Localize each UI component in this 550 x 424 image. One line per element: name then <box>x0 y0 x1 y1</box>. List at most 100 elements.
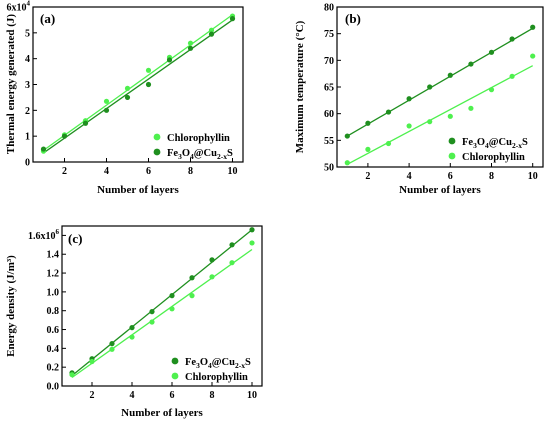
panel-c-legend: Fe3O4@Cu2-xS Chlorophyllin <box>171 357 251 383</box>
panel-a-series-0-point-4 <box>124 85 131 91</box>
panel-b-series-1-point-4 <box>427 119 433 125</box>
panel-c-y-tick-label-3: 0.6 <box>47 325 60 336</box>
panel-c-series-0-point-9 <box>249 227 255 233</box>
panel-b-series-0-point-0 <box>344 133 350 139</box>
panel-b-series-1-point-9 <box>530 53 536 59</box>
panel-c-series-1-point-9 <box>249 240 255 246</box>
panel-c-legend-label-chlorophyllin: Chlorophyllin <box>185 372 248 383</box>
panel-c-series-1-point-7 <box>209 274 215 280</box>
panel-c-series-1-point-1 <box>89 358 95 365</box>
panel-c-x-tick-label-4: 4 <box>130 390 135 401</box>
panel-c-fit-line-1 <box>71 248 253 379</box>
panel-c-series-1-point-6 <box>189 293 195 299</box>
panel-a-series-0-point-8 <box>208 27 215 33</box>
panel-c-series-1-point-2 <box>109 346 115 352</box>
panel-c-series-0-point-8 <box>229 242 235 248</box>
panel-b-series-0-point-2 <box>385 109 392 115</box>
panel-c-y-tick-label-4: 0.8 <box>47 306 60 317</box>
panel-c-series-0-point-2 <box>109 341 115 347</box>
panel-a-series-1-point-6 <box>166 57 173 63</box>
panel-c-y-tick-label-0: 0.0 <box>47 382 60 393</box>
panel-c-series-1-point-5 <box>169 306 175 312</box>
panel-a-legend: Chlorophyllin Fe3O4@Cu2-xS <box>153 133 233 161</box>
panel-c-series-0-point-3 <box>129 325 135 331</box>
panel-a-x-tick-label-10: 10 <box>228 166 238 177</box>
panel-b-series-1-point-2 <box>385 140 392 147</box>
panel-b-series-1-point-1 <box>365 146 371 152</box>
panel-c-y-tick-label-2: 0.4 <box>47 344 60 355</box>
panel-b-legend: Fe3O4@Cu2-xS Chlorophyllin <box>448 137 528 163</box>
panel-a-series-1-point-8 <box>208 31 215 37</box>
panel-c-plot-frame <box>61 225 263 387</box>
panel-a-series-1-point-4 <box>124 94 131 101</box>
panel-a-y-tick-label-0: 0 <box>25 158 30 169</box>
panel-a-y-tick-label-2: 2 <box>25 106 30 117</box>
panel-b-series-1-point-0 <box>344 160 350 166</box>
panel-a-y-tick-label-4: 4 <box>25 54 30 65</box>
panel-a-legend-marker-chlorophyllin <box>153 133 161 141</box>
panel-a-series-0-point-5 <box>145 67 152 73</box>
panel-c-x-tick-label-6: 6 <box>170 390 175 401</box>
panel-b-series-0-point-8 <box>509 36 515 42</box>
panel-c-series-1-point-0 <box>69 372 75 378</box>
panel-a-legend-marker-fe3o4 <box>153 148 161 156</box>
panel-b-x-tick-label-4: 4 <box>407 171 412 182</box>
panel-c-x-axis-title: Number of layers <box>121 407 203 419</box>
panel-c-series-1-point-3 <box>129 334 135 340</box>
panel-a: (a) Number of layers Thermal energy gene… <box>5 0 244 196</box>
panel-b-legend-label-chlorophyllin: Chlorophyllin <box>462 152 525 163</box>
panel-c-legend-label-fe3o4: Fe3O4@Cu2-xS <box>185 357 251 370</box>
panel-a-data-points <box>40 13 236 154</box>
panel-b-label: (b) <box>345 11 361 26</box>
panel-c-series-1-point-4 <box>149 319 155 325</box>
panel-b-y-tick-label-1: 55 <box>324 136 334 147</box>
panel-a-x-tick-label-6: 6 <box>146 166 151 177</box>
panel-c-ticks: 2 4 6 8 10 0.0 0.2 0.4 0.6 0.8 1.0 1.2 1.4 1.6x106 <box>28 228 257 401</box>
panel-b-series-1-point-6 <box>468 105 474 111</box>
panel-b-series-1-point-5 <box>447 113 453 119</box>
panel-b-y-tick-label-2: 60 <box>324 109 334 120</box>
panel-b-series-1-point-3 <box>406 123 412 129</box>
panel-a-fit-line-1 <box>43 19 233 154</box>
panel-c-x-tick-label-2: 2 <box>90 390 95 401</box>
panel-c-series-0-point-7 <box>209 257 215 263</box>
panel-b-fit-lines <box>346 27 534 165</box>
panel-a-x-tick-label-8: 8 <box>188 166 193 177</box>
panel-c: (c) Number of layers Energy density (J/m… <box>5 225 263 419</box>
panel-a-legend-label-chlorophyllin: Chlorophyllin <box>167 133 230 144</box>
panel-c-y-tick-label-8: 1.6x106 <box>28 228 60 242</box>
panel-a-x-axis-title: Number of layers <box>97 184 179 196</box>
panel-b-legend-marker-fe3o4 <box>448 137 456 145</box>
panel-b-y-tick-label-3: 65 <box>324 83 334 94</box>
panel-a-y-axis-title: Thermal energy generated (J) <box>5 14 17 155</box>
panel-b-series-0-point-5 <box>447 72 453 78</box>
panel-b-legend-marker-chlorophyllin <box>448 152 456 160</box>
panel-c-data-points <box>69 227 255 378</box>
panel-b-x-tick-label-10: 10 <box>528 171 538 182</box>
panel-a-y-tick-label-3: 3 <box>25 80 30 91</box>
panel-c-series-0-point-5 <box>169 293 175 299</box>
panel-b-series-0-point-7 <box>488 49 495 55</box>
panel-b-x-tick-label-2: 2 <box>365 171 370 182</box>
panel-c-y-axis-title: Energy density (J/m³) <box>5 255 17 357</box>
panel-c-fit-lines <box>71 229 253 379</box>
panel-b: (b) Number of layers Maximum temperature… <box>294 3 544 196</box>
panel-a-series-1-point-9 <box>229 16 236 22</box>
panel-b-y-tick-label-0: 50 <box>324 163 334 174</box>
panel-c-y-tick-label-6: 1.2 <box>47 269 60 280</box>
panel-a-y-tick-label-6: 6x104 <box>7 0 31 14</box>
panel-b-series-0-point-1 <box>365 120 371 126</box>
panel-b-y-tick-label-5: 75 <box>324 29 334 40</box>
panel-a-x-tick-label-2: 2 <box>62 166 67 177</box>
panel-a-label: (a) <box>40 11 55 26</box>
panel-a-series-1-point-1 <box>61 133 68 139</box>
panel-c-legend-marker-chlorophyllin <box>171 372 179 380</box>
panel-b-ticks: 2 4 6 8 10 50 55 60 65 70 75 80 <box>324 3 538 183</box>
panel-b-series-1-point-7 <box>488 87 495 93</box>
panel-b-y-tick-label-6: 80 <box>324 3 334 14</box>
panel-b-x-tick-label-6: 6 <box>448 171 453 182</box>
panel-c-series-1-point-8 <box>229 260 235 266</box>
panel-b-x-tick-label-8: 8 <box>489 171 494 182</box>
panel-a-series-1-point-0 <box>40 146 47 152</box>
panel-a-series-0-point-7 <box>187 40 194 46</box>
